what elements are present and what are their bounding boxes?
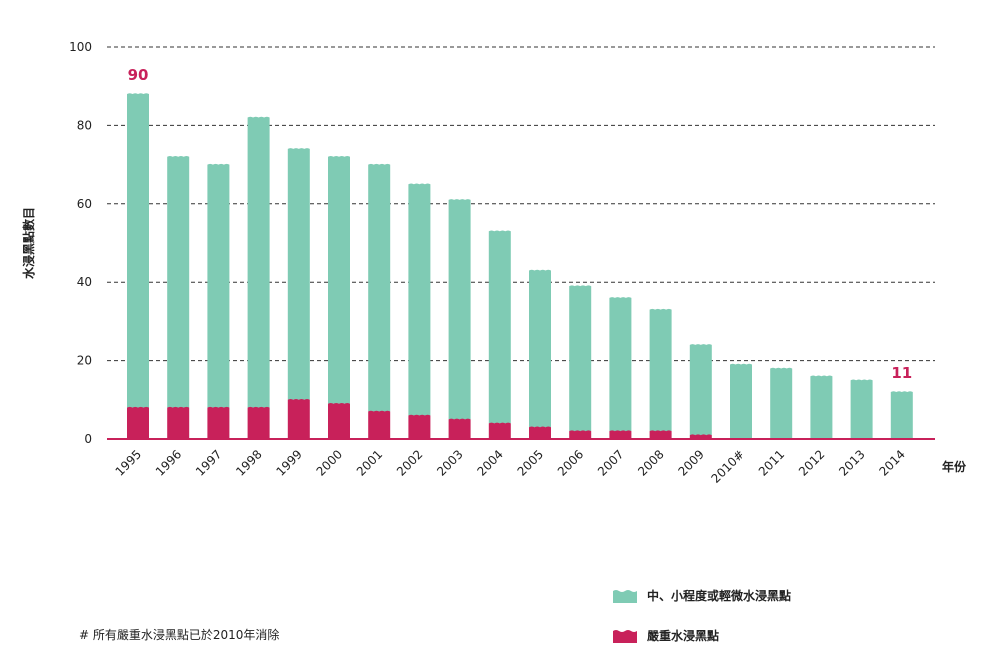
bar-moderate-2003 <box>448 199 471 420</box>
bar-moderate-2000 <box>328 156 350 404</box>
bar-moderate-2012 <box>810 375 833 439</box>
legend-item-moderate: 中、小程度或輕微水浸黑點 <box>613 587 791 604</box>
x-tick-label: 2000 <box>314 447 345 478</box>
bar-moderate-2013 <box>850 379 873 439</box>
bar-severe-2008 <box>649 430 672 439</box>
bar-moderate-2014 <box>890 391 913 439</box>
annotation-1995: 90 <box>128 66 149 84</box>
bar-severe-1996 <box>167 406 190 439</box>
x-tick-label: 2006 <box>555 447 586 478</box>
x-tick-label: 2014 <box>876 447 907 478</box>
x-tick-label: 2005 <box>515 447 546 478</box>
bar-moderate-1996 <box>167 156 190 408</box>
bar-moderate-2006 <box>569 285 592 432</box>
bar-moderate-1995 <box>127 93 149 408</box>
bar-moderate-2010# <box>730 363 752 439</box>
bar-moderate-2001 <box>368 163 391 412</box>
legend-item-severe: 嚴重水浸黑點 <box>613 627 719 644</box>
annotation-2014: 11 <box>891 364 912 382</box>
x-tick-label: 2011 <box>756 447 787 478</box>
x-tick-label: 2010# <box>709 447 748 486</box>
bar-severe-2009 <box>689 434 712 439</box>
bar-severe-2002 <box>408 414 431 439</box>
bar-severe-2001 <box>368 410 391 439</box>
y-tick-label: 0 <box>84 432 92 446</box>
bar-severe-1999 <box>287 399 310 439</box>
x-tick-label: 2007 <box>595 447 626 478</box>
bar-moderate-1998 <box>247 116 270 408</box>
bar-moderate-2002 <box>408 183 431 416</box>
bar-severe-2000 <box>328 402 350 439</box>
y-tick-label: 80 <box>77 118 92 132</box>
bar-moderate-1997 <box>207 163 230 408</box>
x-tick-label: 2013 <box>836 447 867 478</box>
y-tick-label: 40 <box>77 275 92 289</box>
bar-severe-2005 <box>529 426 551 439</box>
x-tick-label: 2009 <box>675 447 706 478</box>
bar-moderate-1999 <box>287 148 310 400</box>
bar-moderate-2009 <box>689 344 712 436</box>
bar-moderate-2005 <box>529 269 551 428</box>
x-tick-label: 1997 <box>193 447 224 478</box>
x-tick-label: 1998 <box>233 447 264 478</box>
x-tick-label: 2008 <box>635 447 666 478</box>
legend-swatch-severe <box>613 629 637 643</box>
legend-swatch-moderate <box>613 589 637 603</box>
bar-severe-1998 <box>247 406 270 439</box>
bar-severe-2004 <box>488 422 511 439</box>
bar-severe-2006 <box>569 430 592 439</box>
legend-label-moderate: 中、小程度或輕微水浸黑點 <box>647 589 792 603</box>
y-axis-label: 水浸黑點數目 <box>21 207 36 279</box>
legend-label-severe: 嚴重水浸黑點 <box>647 629 720 643</box>
bar-moderate-2011 <box>770 367 793 439</box>
bar-severe-1995 <box>127 406 149 439</box>
x-tick-label: 2002 <box>394 447 425 478</box>
x-tick-label: 2004 <box>474 447 505 478</box>
bar-severe-1997 <box>207 406 230 439</box>
bar-severe-2003 <box>448 418 471 439</box>
bar-moderate-2008 <box>649 308 672 432</box>
x-tick-label: 2012 <box>796 447 827 478</box>
y-tick-label: 60 <box>77 197 92 211</box>
x-tick-label: 1996 <box>153 447 184 478</box>
y-tick-label: 20 <box>77 354 92 368</box>
x-tick-label: 2001 <box>354 447 385 478</box>
bar-moderate-2007 <box>609 297 632 432</box>
bar-severe-2007 <box>609 430 632 439</box>
x-tick-label: 1995 <box>113 447 144 478</box>
x-tick-label: 2003 <box>434 447 465 478</box>
x-tick-label: 1999 <box>273 447 304 478</box>
x-axis-label: 年份 <box>942 459 967 474</box>
y-tick-label: 100 <box>69 40 92 54</box>
bar-moderate-2004 <box>488 230 511 424</box>
footnote: # 所有嚴重水浸黑點已於2010年消除 <box>79 628 280 642</box>
